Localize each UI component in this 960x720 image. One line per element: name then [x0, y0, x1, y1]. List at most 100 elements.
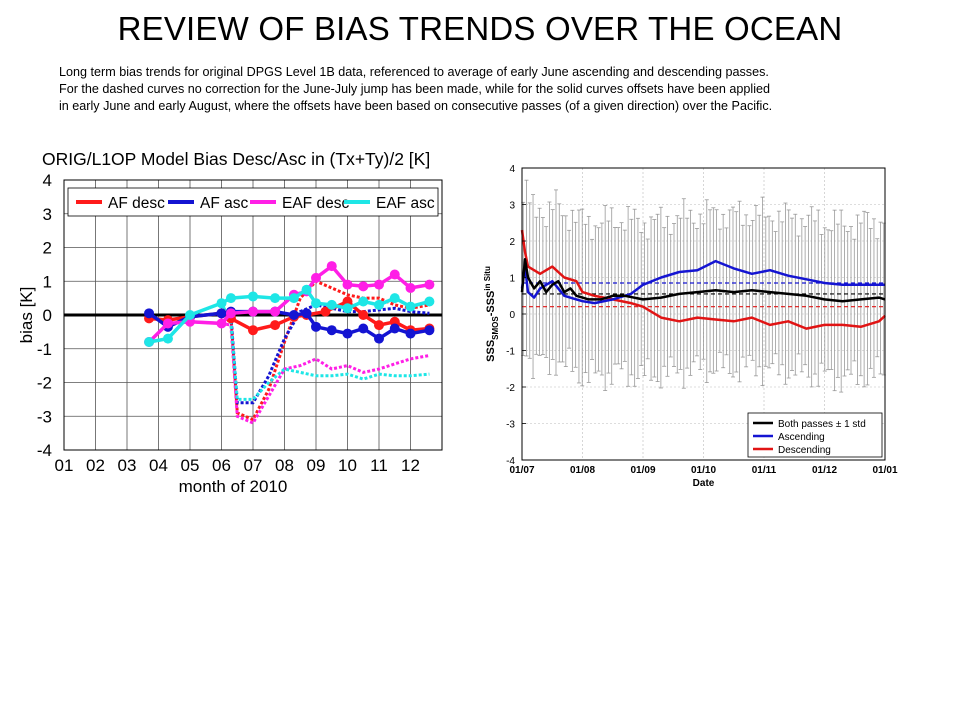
dashed-series-line — [148, 301, 430, 401]
data-point — [225, 308, 236, 319]
legend-label: AF asc — [200, 195, 248, 212]
dashed-series-line — [148, 320, 430, 425]
x-tick-label: 09 — [307, 456, 326, 475]
data-point — [424, 296, 435, 307]
data-point — [270, 320, 281, 331]
y-axis-label: SSSSMOS-SSSin Situ — [483, 266, 500, 362]
x-tick-label: 03 — [118, 456, 137, 475]
y-tick-label: 1 — [509, 274, 515, 285]
series-line — [520, 258, 886, 303]
y-tick-label: -1 — [37, 340, 52, 359]
data-point — [311, 272, 321, 283]
data-point — [248, 291, 258, 302]
data-point — [424, 279, 435, 290]
data-point — [225, 293, 236, 304]
x-tick-label: 01/01 — [872, 465, 897, 476]
data-point — [216, 308, 227, 319]
y-tick-label: 3 — [43, 205, 52, 224]
y-tick-label: 0 — [509, 310, 515, 321]
data-point — [185, 310, 195, 320]
y-tick-label: 2 — [43, 239, 52, 258]
data-point — [326, 325, 337, 336]
data-point — [162, 333, 173, 344]
x-tick-label: 01 — [55, 456, 74, 475]
data-point — [389, 269, 400, 280]
caption-line: Long term bias trends for original DPGS … — [59, 65, 769, 79]
y-tick-label: -3 — [506, 420, 515, 431]
data-point — [358, 323, 369, 334]
x-tick-label: 12 — [401, 456, 420, 475]
data-point — [216, 318, 227, 329]
x-tick-label: 06 — [212, 456, 231, 475]
y-tick-label: 4 — [43, 171, 52, 190]
y-tick-label: -3 — [37, 407, 52, 426]
legend-label: AF desc — [108, 195, 165, 212]
data-point — [358, 296, 369, 307]
legend-label: Descending — [778, 445, 831, 456]
data-point — [311, 321, 321, 332]
data-point — [326, 299, 337, 310]
data-point — [374, 333, 384, 344]
legend: Both passes ± 1 std Ascending Descending — [747, 412, 883, 458]
data-point — [320, 306, 331, 317]
x-tick-label: 01/12 — [812, 465, 837, 476]
x-tick-label: 07 — [244, 456, 263, 475]
chart-title: ORIG/L1OP Model Bias Desc/Asc in (Tx+Ty)… — [42, 149, 430, 169]
y-tick-label: 3 — [509, 201, 515, 212]
x-axis-label: month of 2010 — [179, 477, 288, 496]
x-tick-label: 01/08 — [570, 465, 595, 476]
legend-label: EAF asc — [376, 195, 435, 212]
y-tick-label: 1 — [43, 272, 52, 291]
data-point — [301, 308, 312, 319]
y-tick-label: -4 — [37, 441, 52, 460]
data-point — [342, 303, 353, 314]
legend: AF desc AF asc EAF desc EAF asc — [67, 187, 439, 217]
caption-line: in early June and early August, where th… — [59, 99, 773, 113]
y-tick-label: -2 — [506, 383, 515, 394]
x-tick-label: 01/07 — [509, 465, 534, 476]
data-point — [288, 293, 299, 304]
y-tick-label: -1 — [506, 347, 515, 358]
y-tick-label: -4 — [506, 456, 515, 467]
x-tick-label: 04 — [149, 456, 168, 475]
data-point — [342, 279, 353, 290]
x-tick-label: 08 — [275, 456, 294, 475]
data-point — [270, 293, 281, 304]
data-point — [144, 337, 155, 347]
y-tick-label: -2 — [37, 374, 52, 393]
data-point — [405, 301, 416, 312]
x-axis-label: Date — [693, 478, 715, 489]
left-bias-chart: ORIG/L1OP Model Bias Desc/Asc in (Tx+Ty)… — [17, 149, 443, 496]
data-point — [326, 261, 337, 272]
series-line — [147, 263, 430, 344]
data-point — [389, 323, 400, 334]
data-point — [374, 299, 384, 310]
data-point — [358, 281, 369, 292]
caption: Long term bias trends for original DPGS … — [59, 64, 909, 115]
x-tick-label: 11 — [370, 456, 388, 475]
data-point — [301, 284, 312, 295]
y-tick-label: 4 — [509, 164, 515, 175]
y-tick-label: 0 — [43, 306, 52, 325]
data-point — [248, 325, 258, 336]
y-axis-label: bias [K] — [17, 287, 36, 344]
x-tick-label: 02 — [86, 456, 105, 475]
data-point — [311, 298, 321, 309]
data-point — [248, 306, 258, 317]
data-point — [424, 325, 435, 336]
data-point — [162, 318, 173, 329]
x-tick-label: 01/11 — [752, 465, 777, 476]
data-point — [358, 310, 369, 320]
series-line — [520, 229, 886, 330]
legend-label: Both passes ± 1 std — [778, 419, 866, 430]
x-tick-label: 05 — [181, 456, 200, 475]
data-point — [405, 328, 416, 339]
x-tick-label: 10 — [338, 456, 357, 475]
data-point — [216, 298, 227, 309]
legend-label: Ascending — [778, 432, 825, 443]
x-tick-label: 01/10 — [691, 465, 716, 476]
data-point — [342, 328, 353, 339]
data-point — [270, 306, 281, 317]
y-tick-label: 2 — [509, 237, 515, 248]
data-point — [288, 310, 299, 320]
